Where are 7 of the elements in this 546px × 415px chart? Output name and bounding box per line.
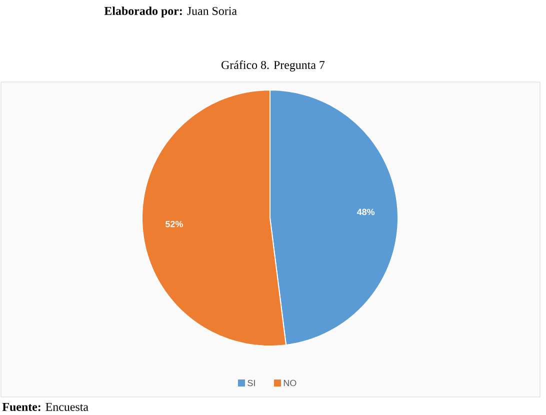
legend-label: SI: [248, 380, 255, 386]
data-label: 48%: [356, 208, 375, 216]
text: Fuente: Encuesta: [2, 403, 88, 411]
chart-title: Gráfico 8. Pregunta 7: [222, 60, 325, 72]
data-label: 52%: [166, 220, 183, 228]
text: Elaborado por: Juan Soria: [104, 6, 237, 18]
legend-label: NO: [284, 380, 296, 386]
